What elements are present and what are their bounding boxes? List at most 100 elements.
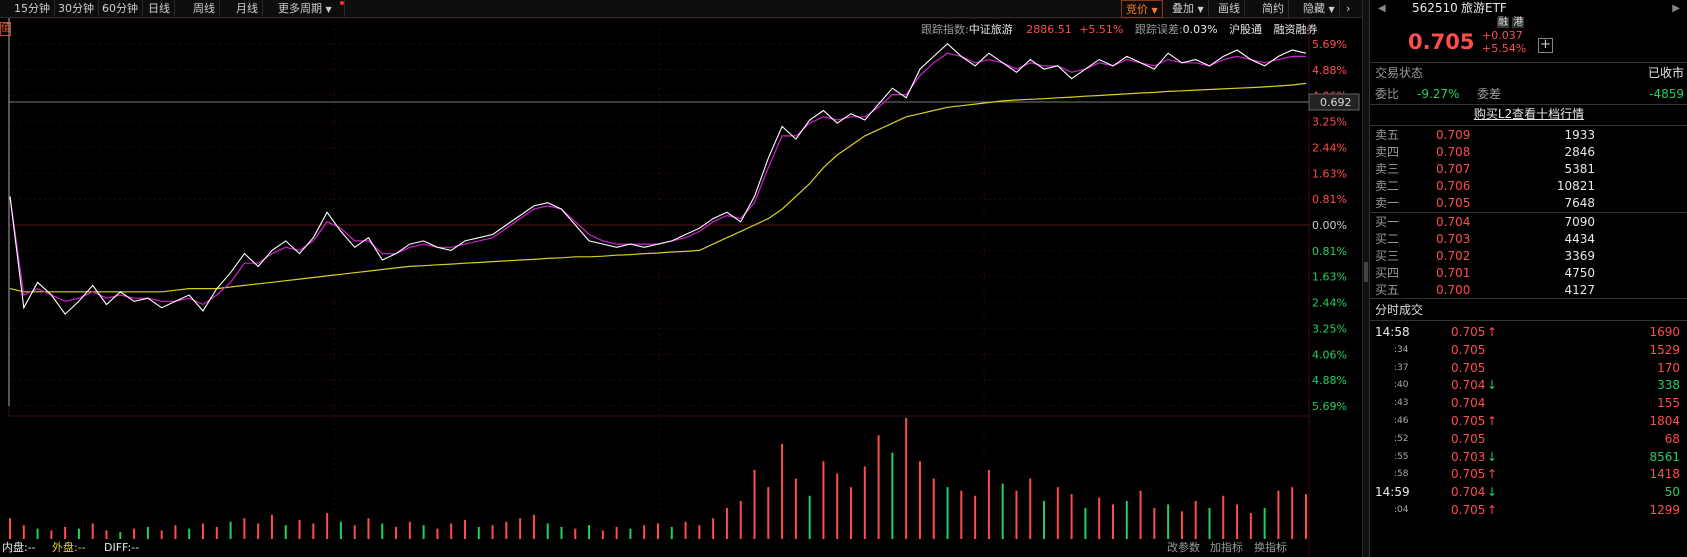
tick-row[interactable]: :37 0.705 170 xyxy=(1370,360,1687,377)
tab-weekly[interactable]: 周线 xyxy=(189,0,220,18)
value-tag[interactable]: 值 xyxy=(0,22,11,36)
bid-label: 买二 xyxy=(1375,232,1400,246)
ask-label: 卖四 xyxy=(1375,145,1400,159)
add-watchlist-icon[interactable]: + xyxy=(1538,38,1553,53)
ask-row[interactable]: 卖三 0.707 5381 xyxy=(1370,161,1687,178)
auction-button[interactable]: 竞价 ▼ xyxy=(1121,0,1163,18)
tick-time: :34 xyxy=(1394,344,1409,355)
pct-tick-label: 5.69% xyxy=(1312,400,1347,413)
tick-list-title: 分时成交 xyxy=(1375,303,1424,317)
margin-trading-tag[interactable]: 融资融券 xyxy=(1273,23,1318,36)
tick-volume: 50 xyxy=(1664,485,1680,500)
outer-volume: 外盘:-- xyxy=(52,541,86,554)
ask-row[interactable]: 卖五 0.709 1933 xyxy=(1370,127,1687,144)
bid-price: 0.702 xyxy=(1436,249,1471,263)
ask-volume: 7648 xyxy=(1564,196,1595,210)
tick-price: 0.704 xyxy=(1451,485,1486,500)
tick-time: :46 xyxy=(1394,416,1409,426)
quote-panel: ◀ 562510 旅游ETF ▶ 融 港 0.705 +0.037 +5.54%… xyxy=(1369,0,1687,557)
switch-indicator-link[interactable]: 换指标 xyxy=(1254,541,1287,554)
tick-row[interactable]: :55 0.703 ↓ 8561 xyxy=(1370,449,1687,466)
tick-time: :04 xyxy=(1394,505,1409,515)
pct-tick-label: 3.25% xyxy=(1312,116,1347,129)
l2-upgrade-link[interactable]: 购买L2查看十档行情 xyxy=(1473,107,1585,121)
panel-splitter[interactable] xyxy=(1362,0,1369,557)
diff-value: DIFF:-- xyxy=(104,541,140,554)
tick-volume: 1529 xyxy=(1649,342,1680,357)
tick-row[interactable]: :46 0.705 ↑ 1804 xyxy=(1370,413,1687,430)
badges: 融 港 xyxy=(1497,17,1525,28)
bid-row[interactable]: 买三 0.702 3369 xyxy=(1370,248,1687,265)
inner-volume: 内盘:-- xyxy=(2,541,36,554)
bid-volume: 4750 xyxy=(1564,266,1595,280)
margin-badge: 融 xyxy=(1497,17,1509,28)
tick-row[interactable]: :34 0.705 1529 xyxy=(1370,342,1687,359)
overlay-button[interactable]: 叠加 ▼ xyxy=(1168,0,1209,18)
hk-connect-tag[interactable]: 沪股通 xyxy=(1229,23,1263,36)
arrow-up-icon: ↑ xyxy=(1487,467,1498,482)
ask-row[interactable]: 卖一 0.705 7648 xyxy=(1370,195,1687,212)
tick-row[interactable]: :52 0.705 68 xyxy=(1370,431,1687,448)
ticker-code: 562510 xyxy=(1412,1,1458,15)
tick-price: 0.705 xyxy=(1451,431,1486,446)
tick-row[interactable]: :40 0.704 ↓ 338 xyxy=(1370,377,1687,394)
pct-tick-label: 2.44% xyxy=(1312,297,1347,310)
tick-row[interactable]: :43 0.704 155 xyxy=(1370,395,1687,412)
bid-row[interactable]: 买二 0.703 4434 xyxy=(1370,231,1687,248)
arrow-down-icon: ↓ xyxy=(1487,378,1498,393)
tab-30min[interactable]: 30分钟 xyxy=(54,0,99,18)
notification-dot xyxy=(339,1,344,5)
tracking-info: 跟踪指数:中证旅游 2886.51 +5.51% 跟踪误差:0.03% 沪股通 … xyxy=(921,22,1318,38)
tick-price: 0.703 xyxy=(1451,449,1486,464)
ask-label: 卖二 xyxy=(1375,179,1400,193)
tracking-index-name[interactable]: 中证旅游 xyxy=(968,23,1013,36)
order-ratio-label: 委比 xyxy=(1375,87,1400,101)
pct-tick-label: 4.88% xyxy=(1312,374,1347,387)
bid-row[interactable]: 买四 0.701 4750 xyxy=(1370,265,1687,282)
tab-daily[interactable]: 日线 xyxy=(144,0,175,18)
simple-button[interactable]: 简约 xyxy=(1258,0,1289,18)
more-periods-dropdown[interactable]: 更多周期 ▼ xyxy=(274,0,345,18)
ma-line xyxy=(9,52,1306,306)
tick-volume: 1804 xyxy=(1649,414,1680,428)
trade-status: 已收市 xyxy=(1647,66,1684,80)
tick-row[interactable]: :58 0.705 ↑ 1418 xyxy=(1370,466,1687,483)
ask-price: 0.706 xyxy=(1436,179,1471,193)
intraday-chart[interactable]: 5.69% 4.88% 4.06% 3.25% 2.44% 1.63% 0.81% 0.00%… xyxy=(0,18,1362,557)
caret-right-icon[interactable]: ▶ xyxy=(1672,3,1680,14)
draw-button[interactable]: 画线 xyxy=(1214,0,1245,18)
caret-left-icon[interactable]: ◀ xyxy=(1378,3,1386,14)
tracking-error-label: 跟踪误差: xyxy=(1134,23,1183,36)
pct-tick-label: 4.88% xyxy=(1312,64,1347,77)
order-diff: -4859 xyxy=(1649,87,1684,101)
ask-price: 0.707 xyxy=(1436,162,1471,176)
pct-tick-label: 0.81% xyxy=(1312,193,1347,206)
tick-row[interactable]: 14:58 0.705 ↑ 1690 xyxy=(1370,324,1687,341)
tick-volume: 68 xyxy=(1664,431,1680,446)
tick-time: :40 xyxy=(1394,380,1409,391)
chevron-down-icon: ▼ xyxy=(325,5,332,14)
tick-volume: 155 xyxy=(1657,396,1680,411)
ask-row[interactable]: 卖四 0.708 2846 xyxy=(1370,144,1687,161)
bid-row[interactable]: 买一 0.704 7090 xyxy=(1370,214,1687,231)
chevron-right-icon: › xyxy=(1346,2,1351,15)
tick-volume: 1299 xyxy=(1649,503,1680,517)
change-params-link[interactable]: 改参数 xyxy=(1167,541,1200,554)
collapse-button[interactable]: › xyxy=(1342,0,1354,18)
tick-row[interactable]: 14:59 0.704 ↓ 50 xyxy=(1370,484,1687,501)
ask-label: 卖三 xyxy=(1375,162,1400,176)
ask-row[interactable]: 卖二 0.706 10821 xyxy=(1370,178,1687,195)
bid-volume: 4127 xyxy=(1564,283,1595,297)
pct-tick-label: 4.06% xyxy=(1312,348,1347,361)
tick-row[interactable]: :04 0.705 ↑ 1299 xyxy=(1370,502,1687,519)
tick-volume: 170 xyxy=(1657,360,1680,375)
bid-row[interactable]: 买五 0.700 4127 xyxy=(1370,282,1687,299)
price-change: +0.037 xyxy=(1482,29,1523,42)
hide-button[interactable]: 隐藏 ▼ xyxy=(1299,0,1340,18)
order-diff-label: 委差 xyxy=(1477,87,1502,101)
tab-60min[interactable]: 60分钟 xyxy=(98,0,143,18)
tab-monthly[interactable]: 月线 xyxy=(232,0,263,18)
tracking-index-value: 2886.51 xyxy=(1026,23,1072,36)
tab-15min[interactable]: 15分钟 xyxy=(10,0,55,18)
add-indicator-link[interactable]: 加指标 xyxy=(1210,541,1243,554)
